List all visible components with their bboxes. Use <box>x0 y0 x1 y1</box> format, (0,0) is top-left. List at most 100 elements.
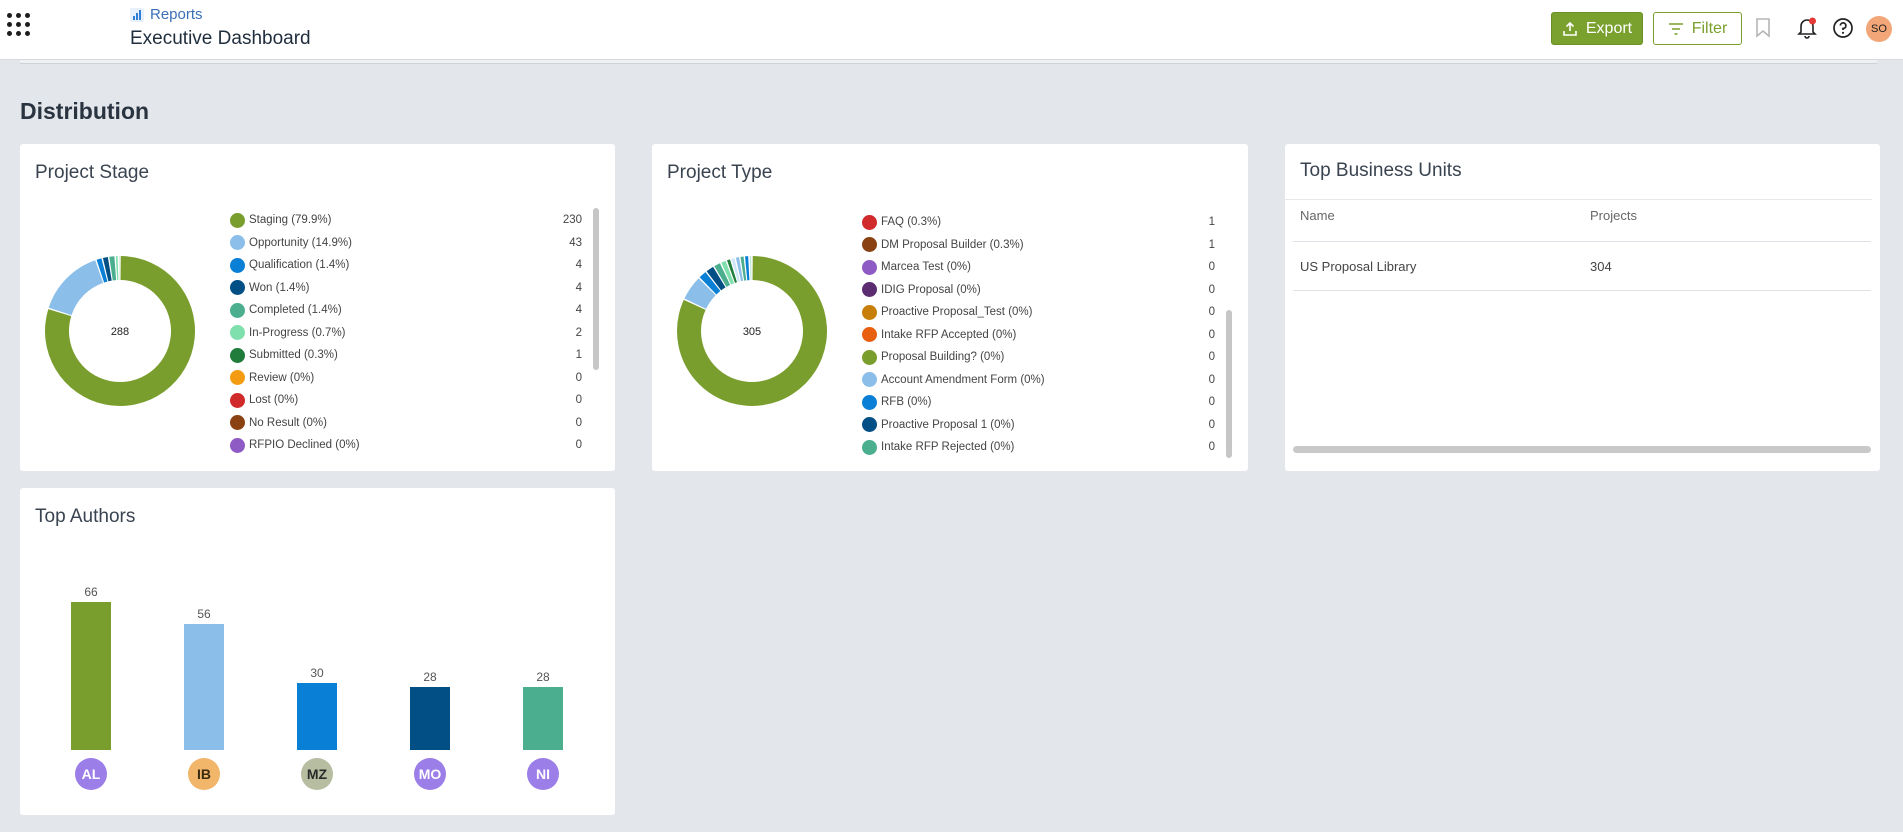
help-icon[interactable] <box>1831 16 1855 40</box>
legend-label: Opportunity (14.9%) <box>249 236 352 249</box>
donut-slice[interactable] <box>706 266 726 291</box>
legend-label: In-Progress (0.7%) <box>249 326 346 339</box>
author-avatar[interactable]: MZ <box>301 758 333 790</box>
breadcrumb[interactable]: Reports <box>130 6 203 23</box>
legend-item[interactable]: Completed (1.4%) 4 <box>230 302 600 318</box>
legend-swatch <box>230 212 245 228</box>
legend-label: DM Proposal Builder (0.3%) <box>881 238 1024 251</box>
legend-item[interactable]: Account Amendment Form (0%) 0 <box>862 372 1232 388</box>
donut-slice[interactable] <box>115 256 119 281</box>
column-header-name[interactable]: Name <box>1300 208 1335 223</box>
legend-item[interactable]: Submitted (0.3%) 1 <box>230 347 600 363</box>
bookmark-icon[interactable] <box>1751 16 1775 40</box>
legend-item[interactable]: Marcea Test (0%) 0 <box>862 259 1232 275</box>
donut-slice[interactable] <box>684 278 716 309</box>
top-business-units-card: Top Business Units Name Projects US Prop… <box>1285 144 1880 471</box>
legend-item[interactable]: DM Proposal Builder (0.3%) 1 <box>862 237 1232 253</box>
legend-swatch <box>230 325 245 340</box>
legend-count: 4 <box>575 259 582 271</box>
legend-item[interactable]: Intake RFP Rejected (0%) 0 <box>862 439 1232 455</box>
column-header-projects[interactable]: Projects <box>1590 208 1637 223</box>
author-avatar[interactable]: IB <box>188 758 220 790</box>
legend-label: IDIG Proposal (0%) <box>881 283 981 296</box>
project-type-card: Project Type 305 FAQ (0.3%) 1 DM Proposal … <box>652 144 1248 471</box>
author-bar[interactable] <box>297 682 337 750</box>
legend-count: 0 <box>1208 261 1215 273</box>
legend-count: 0 <box>575 394 582 406</box>
author-avatar[interactable]: AL <box>75 758 107 790</box>
donut-slice[interactable] <box>109 256 117 281</box>
legend-label: RFPIO Declined (0%) <box>249 439 360 451</box>
donut-total: 305 <box>743 326 761 338</box>
donut-slice[interactable] <box>45 256 195 406</box>
donut-slice[interactable] <box>102 256 112 282</box>
app-launcher-icon[interactable] <box>6 12 34 40</box>
donut-slice[interactable] <box>731 258 741 282</box>
legend-swatch <box>230 347 245 363</box>
legend-label: No Result (0%) <box>249 416 327 429</box>
legend-label: Review (0%) <box>249 371 315 384</box>
legend-label: Proactive Proposal_Test (0%) <box>881 306 1033 318</box>
legend-item[interactable]: Staging (79.9%) 230 <box>230 212 600 228</box>
legend-swatch <box>862 372 877 387</box>
donut-slice[interactable] <box>721 260 735 285</box>
legend-item[interactable]: FAQ (0.3%) 1 <box>862 214 1232 230</box>
legend-label: Qualification (1.4%) <box>249 259 350 271</box>
export-button[interactable]: Export <box>1551 12 1643 45</box>
legend-item[interactable]: No Result (0%) 0 <box>230 415 600 431</box>
donut-slice[interactable] <box>749 256 752 281</box>
legend-item[interactable]: Proactive Proposal_Test (0%) 0 <box>862 304 1232 320</box>
legend-count: 230 <box>562 214 582 226</box>
legend-item[interactable]: Review (0%) 0 <box>230 370 600 386</box>
bar-value-label: 56 <box>197 607 211 622</box>
legend-scrollbar[interactable] <box>1226 310 1232 458</box>
legend-item[interactable]: Proposal Building? (0%) 0 <box>862 349 1232 365</box>
legend-item[interactable]: RFB (0%) 0 <box>862 394 1232 410</box>
donut-slice[interactable] <box>740 256 747 281</box>
donut-slice[interactable] <box>48 260 104 316</box>
legend-count: 1 <box>1208 238 1215 251</box>
legend-scrollbar[interactable] <box>593 208 599 370</box>
filter-button[interactable]: Filter <box>1653 12 1742 45</box>
project-stage-donut[interactable]: 288 <box>45 256 195 406</box>
legend-item[interactable]: Lost (0%) 0 <box>230 392 600 408</box>
donut-slice[interactable] <box>726 259 738 283</box>
author-bar[interactable] <box>410 687 450 750</box>
table-horizontal-scrollbar[interactable] <box>1293 446 1871 453</box>
legend-item[interactable]: Qualification (1.4%) 4 <box>230 257 600 273</box>
filter-strip <box>20 60 1877 64</box>
author-bar[interactable] <box>71 602 111 750</box>
bar-value-label: 28 <box>536 670 550 685</box>
donut-slice[interactable] <box>745 256 750 281</box>
author-bar[interactable] <box>184 624 224 750</box>
legend-swatch <box>862 282 877 297</box>
legend-item[interactable]: Won (1.4%) 4 <box>230 280 600 296</box>
donut-slice[interactable] <box>677 256 827 406</box>
legend-swatch <box>230 302 245 318</box>
donut-slice[interactable] <box>735 257 744 282</box>
author-avatar[interactable]: MO <box>414 758 446 790</box>
legend-item[interactable]: Proactive Proposal 1 (0%) 0 <box>862 417 1232 433</box>
project-type-donut[interactable]: 305 <box>677 256 827 406</box>
filter-icon <box>1668 22 1683 35</box>
user-avatar[interactable]: SO <box>1866 16 1892 42</box>
notification-bell-icon[interactable] <box>1795 16 1819 40</box>
legend-item[interactable]: IDIG Proposal (0%) 0 <box>862 282 1232 298</box>
legend-label: Marcea Test (0%) <box>881 261 971 273</box>
donut-slice[interactable] <box>96 258 108 283</box>
legend-item[interactable]: Intake RFP Accepted (0%) 0 <box>862 327 1232 343</box>
donut-slice[interactable] <box>714 263 731 287</box>
legend-count: 43 <box>569 236 582 249</box>
legend-swatch <box>862 259 877 275</box>
legend-label: FAQ (0.3%) <box>881 216 942 228</box>
author-bar[interactable] <box>523 687 563 750</box>
breadcrumb-reports[interactable]: Reports <box>150 6 203 23</box>
legend-item[interactable]: In-Progress (0.7%) 2 <box>230 325 600 341</box>
legend-item[interactable]: Opportunity (14.9%) 43 <box>230 235 600 251</box>
top-bar: Reports Executive Dashboard Export Filte… <box>0 0 1903 60</box>
author-avatar[interactable]: NI <box>527 758 559 790</box>
donut-slice[interactable] <box>699 272 721 295</box>
row-divider <box>1293 241 1871 242</box>
legend-item[interactable]: RFPIO Declined (0%) 0 <box>230 437 600 453</box>
card-title: Top Authors <box>35 506 136 527</box>
